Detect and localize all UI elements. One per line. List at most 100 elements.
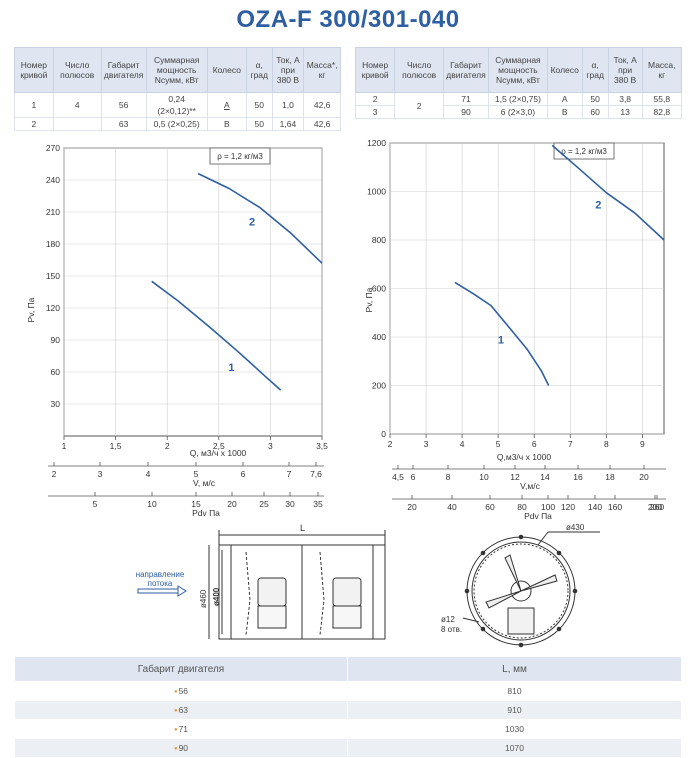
y-tick-label: 400 — [372, 332, 386, 342]
density-note-box — [209, 147, 271, 165]
series-line-2 — [551, 144, 665, 241]
velocity-tick-label: 18 — [605, 472, 615, 482]
cell-motor: 63 — [178, 705, 189, 715]
length-label: L — [300, 523, 305, 533]
flow-direction-label-2: потока — [148, 579, 173, 588]
cell-length: 1030 — [347, 719, 682, 739]
y-tick-label: 180 — [46, 239, 60, 249]
table-row: ●63 910 — [14, 700, 682, 720]
pdv-tick-label: 80 — [517, 502, 527, 512]
cell-mass: 42,6 — [303, 117, 341, 131]
x-axis-label: Q, м3/ч x 1000 — [190, 448, 247, 458]
series-line-1 — [454, 281, 550, 386]
y-axis-label: Pv, Па — [364, 287, 374, 312]
y-tick-label: 1000 — [367, 187, 386, 197]
velocity-tick-label: 5 — [194, 469, 199, 479]
cell-angle: 50 — [245, 117, 273, 131]
pdv-tick-label: 30 — [285, 499, 295, 509]
velocity-tick-label: 10 — [479, 472, 489, 482]
y-tick-label: 60 — [51, 367, 61, 377]
cell-mass: 42,6 — [303, 92, 341, 118]
y-tick-label: 270 — [46, 143, 60, 153]
cell-curve: 3 — [354, 105, 396, 119]
cell-length: 810 — [347, 681, 682, 701]
pdv-tick-label: 200 — [648, 502, 662, 512]
velocity-tick-label: 6 — [411, 472, 416, 482]
col-current: Ток, А при 380 В — [607, 47, 643, 93]
cell-poles — [52, 117, 102, 131]
col-power: Суммарная мощность Nсумм, кВт — [145, 47, 208, 93]
series-label-2: 2 — [595, 200, 601, 212]
cell-power: 0,24 (2×0,12)** — [145, 92, 208, 118]
x-tick-label: 2 — [388, 439, 393, 449]
table-header-row: Габарит двигателя L, мм — [14, 656, 682, 682]
table-row: 2 63 0,5 (2×0,25) B 50 1,64 42,6 — [14, 117, 341, 131]
holes-label: 8 отв. — [441, 625, 462, 634]
pdv-tick-label: 140 — [588, 502, 602, 512]
dia-460-label: ø460 — [199, 589, 208, 608]
dimensions-table: Габарит двигателя L, мм ●56 810 ●63 910 … — [14, 656, 682, 758]
velocity-tick-label: 16 — [573, 472, 583, 482]
col-wheel: Колесо — [546, 47, 583, 93]
velocity-tick-label: 6 — [241, 469, 246, 479]
y-tick-label: 600 — [372, 284, 386, 294]
pdv-tick-label: 25 — [259, 499, 269, 509]
flow-direction-label: направление — [136, 570, 185, 579]
x-tick-label: 7 — [568, 439, 573, 449]
cell-poles: 4 — [52, 92, 102, 118]
table-row: ●90 1070 — [14, 738, 682, 758]
x-tick-label: 2 — [165, 441, 170, 451]
velocity-tick-label: 3 — [98, 469, 103, 479]
pdv-axis-label: Pdv Па — [524, 511, 552, 521]
table-header-row: Номер кривой Число полюсов Габарит двига… — [354, 47, 683, 93]
spec-table-left: Номер кривой Число полюсов Габарит двига… — [14, 47, 341, 131]
cell-length: 1070 — [347, 738, 682, 758]
velocity-tick-label: 14 — [540, 472, 550, 482]
x-tick-label: 1 — [62, 441, 67, 451]
col-mass: Масса, кг — [641, 47, 683, 93]
dia-12-label: ø12 — [441, 615, 455, 624]
page-title: OZA-F 300/301-040 — [236, 6, 460, 33]
velocity-tick-label: 4 — [146, 469, 151, 479]
y-tick-label: 120 — [46, 303, 60, 313]
x-axis-label: Q,м3/ч x 1000 — [497, 452, 551, 462]
table-row: 2 2 71 1,5 (2×0,75) A 50 3,8 55,8 — [354, 92, 683, 119]
dia-430-label: ø430 — [566, 523, 585, 532]
y-tick-label: 1200 — [367, 138, 386, 148]
bullet-icon: ● — [173, 745, 178, 752]
x-tick-label: 3 — [424, 439, 429, 449]
col-poles: Число полюсов — [52, 47, 102, 93]
x-tick-label: 5 — [496, 439, 501, 449]
density-note: ρ = 1,2 кг/м3 — [217, 152, 263, 161]
velocity-tick-label: 8 — [446, 472, 451, 482]
pdv-axis-label: Pdv Па — [192, 508, 220, 518]
density-note: ρ = 1,2 кг/м3 — [561, 147, 607, 156]
pdv-tick-label: 20 — [227, 499, 237, 509]
x-tick-label: 3,5 — [316, 441, 328, 451]
pdv-tick-label: 20 — [407, 502, 417, 512]
series-line-1 — [151, 280, 282, 391]
cell-motor: 90 — [443, 105, 489, 119]
col-curve-no: Номер кривой — [14, 47, 54, 93]
pdv-tick-label: 160 — [608, 502, 622, 512]
col-wheel: Колесо — [206, 47, 247, 93]
y-tick-label: 90 — [51, 335, 61, 345]
col-angle: α, град — [581, 47, 609, 93]
y-tick-label: 240 — [46, 175, 60, 185]
col-poles: Число полюсов — [394, 47, 445, 93]
cell-mass: 55,8 — [641, 92, 683, 106]
y-tick-label: 210 — [46, 207, 60, 217]
x-tick-label: 8 — [604, 439, 609, 449]
y-tick-label: 200 — [372, 381, 386, 391]
pdv-tick-label: 60 — [485, 502, 495, 512]
velocity-tick-label: 7 — [287, 469, 292, 479]
spec-table-right: Номер кривой Число полюсов Габарит двига… — [354, 47, 683, 119]
bullet-icon: ● — [173, 707, 178, 714]
cell-wheel: А — [206, 92, 247, 118]
col-motor-size: Габарит двигателя — [443, 47, 489, 93]
x-tick-label: 2,5 — [213, 441, 225, 451]
velocity-tick-label: 2 — [52, 469, 57, 479]
fan-drawing: L ø460 ø400 направление потока ø430 ø12 … — [136, 523, 600, 648]
cell-curve: 2 — [14, 117, 54, 131]
